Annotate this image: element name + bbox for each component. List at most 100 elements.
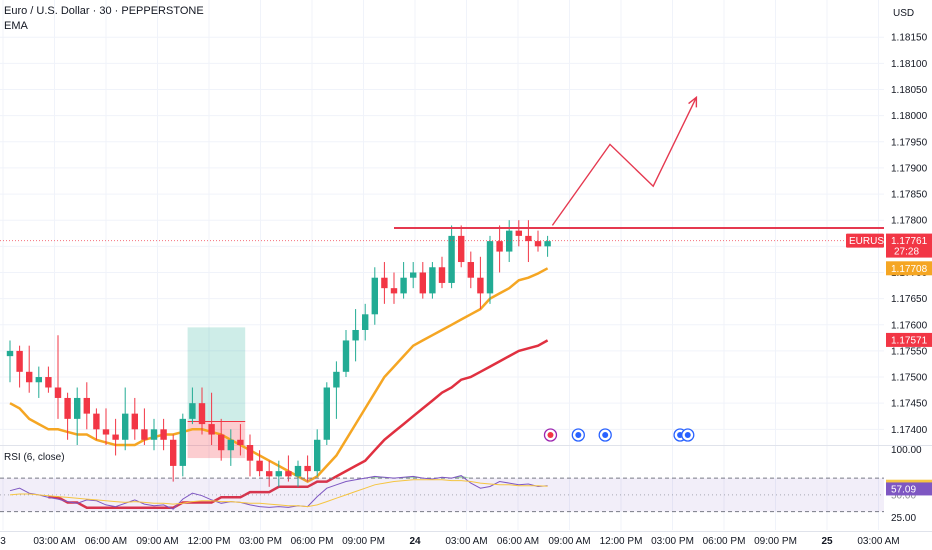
candle[interactable] (525, 235, 532, 242)
price-tick-label: 1.17800 (891, 216, 928, 227)
price-badge[interactable] (886, 261, 932, 276)
candle[interactable] (179, 418, 186, 466)
candle[interactable] (515, 230, 522, 236)
candle[interactable] (256, 460, 263, 472)
rsi-ma-line[interactable] (9, 479, 548, 508)
candle[interactable] (35, 377, 42, 383)
candle[interactable] (477, 277, 484, 294)
rsi-line[interactable] (9, 475, 548, 510)
candle[interactable] (371, 277, 378, 315)
candle[interactable] (74, 397, 81, 419)
rsi-tick-label: 100.00 (891, 445, 922, 456)
candle[interactable] (16, 350, 23, 372)
price-badge-value: 1.17571 (891, 335, 928, 346)
rsi-value-label: 57.09 (891, 484, 916, 495)
price-tick-label: 1.18100 (891, 59, 928, 70)
symbol-badge[interactable] (846, 233, 884, 248)
candle[interactable] (112, 434, 119, 440)
candle[interactable] (458, 235, 465, 263)
candle[interactable] (419, 272, 426, 294)
rsi-tick-label: 50.00 (891, 490, 916, 501)
price-badge[interactable] (886, 332, 932, 347)
price-tick-label: 1.17400 (891, 425, 928, 436)
candle[interactable] (227, 439, 234, 451)
candle[interactable] (54, 387, 62, 398)
time-tick-label: 03:00 AM (445, 536, 487, 547)
candle[interactable] (496, 241, 503, 252)
candle[interactable] (429, 267, 436, 294)
position-stop-zone[interactable] (187, 421, 246, 459)
time-tick-label: 06:00 PM (703, 536, 746, 547)
candle[interactable] (208, 424, 215, 435)
candle[interactable] (304, 465, 311, 472)
position-target-zone[interactable] (187, 327, 246, 422)
candle[interactable] (294, 465, 302, 477)
candle[interactable] (314, 439, 321, 472)
candle[interactable] (237, 439, 244, 445)
time-tick-label: 06:00 AM (85, 536, 127, 547)
candle[interactable] (45, 377, 52, 388)
candle[interactable] (390, 288, 398, 294)
time-tick-label: 09:00 PM (754, 536, 797, 547)
candle[interactable] (83, 397, 90, 414)
price-badge[interactable] (886, 233, 932, 258)
price-badge-value: 1.17761 (891, 236, 928, 247)
candle[interactable] (26, 371, 33, 383)
candle[interactable] (93, 413, 100, 430)
candle[interactable] (285, 471, 292, 477)
time-tick-label: 03:00 AM (857, 536, 899, 547)
candle[interactable] (275, 471, 282, 477)
price-tick-label: 1.17500 (891, 373, 928, 384)
price-tick-label: 1.17450 (891, 399, 928, 410)
calendar-icon-dot (684, 432, 691, 438)
price-tick-label: 1.17650 (891, 294, 928, 305)
currency-label: USD (893, 8, 914, 19)
projection-arrowhead (688, 95, 698, 108)
rsi-value-badge[interactable] (886, 482, 932, 496)
candle[interactable] (323, 387, 330, 440)
candle[interactable] (150, 429, 158, 440)
time-tick-label: 12:00 PM (188, 536, 231, 547)
candle[interactable] (544, 241, 551, 247)
price-tick-label: 1.18150 (891, 33, 928, 44)
candle[interactable] (448, 235, 455, 283)
candle[interactable] (467, 262, 474, 278)
candle[interactable] (534, 241, 542, 247)
candle[interactable] (141, 429, 148, 440)
ema-legend[interactable]: EMA (4, 20, 28, 32)
rsi-legend[interactable]: RSI (6, close) (4, 452, 65, 463)
time-tick-label: 09:00 PM (342, 536, 385, 547)
candle[interactable] (410, 272, 417, 278)
candle[interactable] (198, 403, 206, 425)
candle[interactable] (64, 397, 71, 419)
price-tick-label: 1.17550 (891, 346, 928, 357)
time-tick-label: 03:00 AM (33, 536, 75, 547)
candle[interactable] (189, 403, 196, 419)
price-tick-label: 1.17850 (891, 190, 928, 201)
candle[interactable] (333, 371, 340, 388)
rsi-tick-label: 25.00 (891, 513, 916, 524)
candle[interactable] (352, 329, 359, 341)
candle[interactable] (246, 445, 254, 461)
candle[interactable] (160, 429, 167, 440)
price-tick-label: 1.18050 (891, 85, 928, 96)
candle[interactable] (362, 314, 369, 330)
projection-path[interactable] (551, 96, 698, 226)
candle[interactable] (486, 241, 494, 294)
candle[interactable] (400, 277, 407, 294)
candle[interactable] (381, 277, 388, 289)
candle[interactable] (218, 434, 225, 451)
candle[interactable] (122, 413, 129, 440)
candle[interactable] (131, 413, 138, 430)
candle[interactable] (342, 340, 350, 372)
candle[interactable] (438, 267, 446, 283)
symbol-title[interactable]: Euro / U.S. Dollar · 30 · PEPPERSTONE (4, 5, 204, 17)
candle[interactable] (170, 439, 177, 466)
candle[interactable] (266, 471, 273, 477)
price-tick-label: 1.17950 (891, 137, 928, 148)
candle[interactable] (506, 230, 513, 252)
time-tick-label: 03:00 PM (239, 536, 282, 547)
candle[interactable] (6, 350, 14, 357)
candle[interactable] (102, 429, 110, 435)
